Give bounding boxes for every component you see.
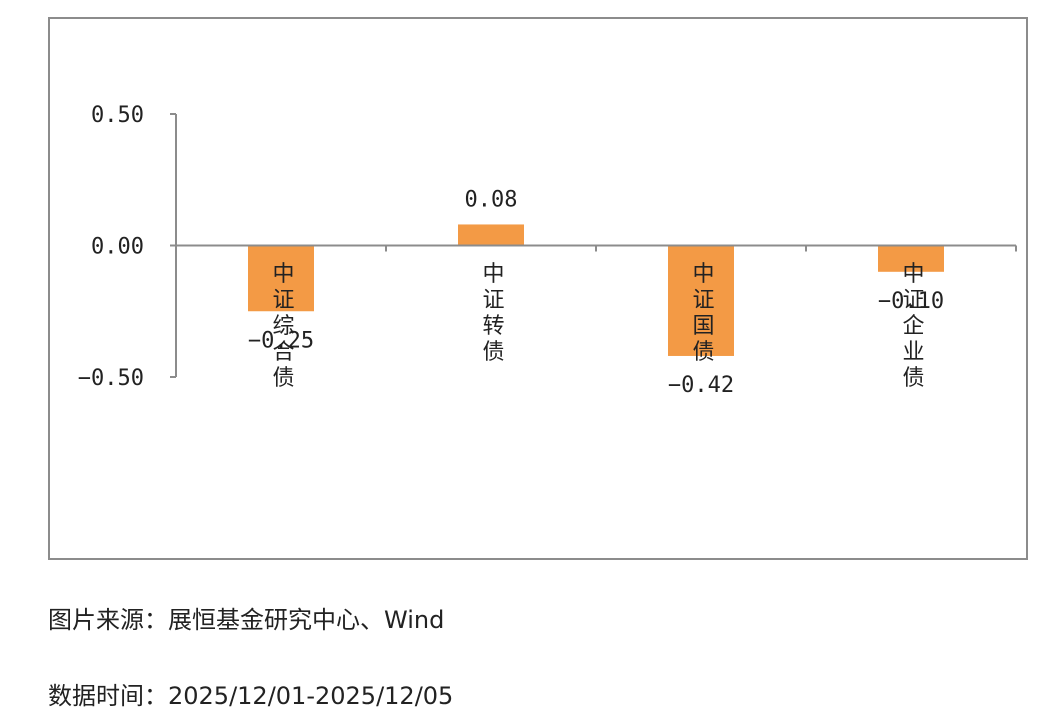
- category-label: 中证国债: [689, 262, 715, 366]
- bar-chart: 0.50 0.00 −0.50 中证综合债 中证转债 中证国债 中证企业债 −0.25 0.08…: [78, 103, 1017, 398]
- chart-frame: [48, 17, 1028, 560]
- bar: [668, 245, 734, 356]
- y-tick-label: 0.00: [91, 235, 144, 260]
- value-label: −0.25: [248, 328, 314, 353]
- bar: [458, 224, 524, 246]
- y-tick-label: −0.50: [78, 366, 144, 391]
- value-label: −0.42: [668, 373, 734, 398]
- category-label: 中证企业债: [899, 262, 925, 392]
- bar: [878, 245, 944, 272]
- source-note: 图片来源：展恒基金研究中心、Wind: [48, 606, 445, 634]
- y-tick-label: 0.50: [91, 103, 144, 128]
- bar: [248, 245, 314, 312]
- category-label: 中证转债: [479, 262, 505, 366]
- category-label: 中证综合债: [269, 262, 295, 392]
- value-label: 0.08: [465, 187, 518, 212]
- date-note: 数据时间：2025/12/01-2025/12/05: [48, 682, 454, 710]
- value-label: −0.10: [878, 289, 944, 314]
